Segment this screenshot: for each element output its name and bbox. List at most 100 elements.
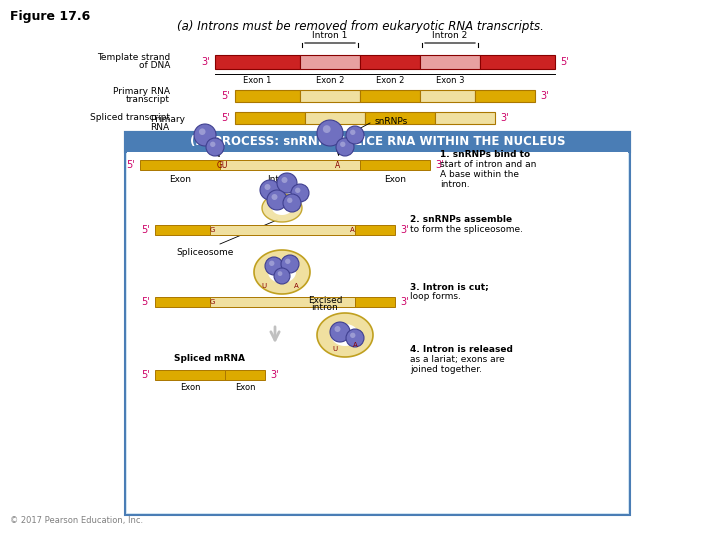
- Text: 1. snRNPs bind to: 1. snRNPs bind to: [440, 150, 530, 159]
- Text: transcript: transcript: [126, 96, 170, 105]
- Text: joined together.: joined together.: [410, 365, 482, 374]
- Text: 5': 5': [560, 57, 569, 67]
- Text: 3': 3': [202, 57, 210, 67]
- Text: A: A: [350, 227, 354, 233]
- Text: G: G: [210, 227, 215, 233]
- Circle shape: [330, 322, 350, 342]
- FancyBboxPatch shape: [235, 90, 300, 102]
- Text: as a lariat; exons are: as a lariat; exons are: [410, 355, 505, 364]
- Circle shape: [194, 124, 216, 146]
- FancyBboxPatch shape: [155, 225, 210, 235]
- FancyBboxPatch shape: [420, 55, 480, 69]
- Circle shape: [350, 333, 356, 338]
- Text: 2. snRNPs assemble: 2. snRNPs assemble: [410, 215, 512, 224]
- Text: Spliced transcript: Spliced transcript: [90, 113, 170, 123]
- Circle shape: [265, 257, 283, 275]
- Text: Exon: Exon: [169, 175, 191, 184]
- Circle shape: [278, 271, 282, 276]
- Circle shape: [267, 190, 287, 210]
- Circle shape: [295, 187, 300, 193]
- Circle shape: [346, 126, 364, 144]
- Circle shape: [274, 268, 290, 284]
- Text: to form the spliceosome.: to form the spliceosome.: [410, 225, 523, 234]
- Polygon shape: [262, 194, 302, 222]
- Text: 3': 3': [435, 160, 444, 170]
- FancyBboxPatch shape: [355, 297, 395, 307]
- Text: 5': 5': [141, 297, 150, 307]
- Text: 3': 3': [400, 225, 409, 235]
- FancyBboxPatch shape: [435, 112, 495, 124]
- Text: RNA: RNA: [150, 124, 169, 132]
- Text: 3. Intron is cut;: 3. Intron is cut;: [410, 282, 489, 291]
- Circle shape: [350, 130, 356, 135]
- Text: Intron 2: Intron 2: [433, 31, 467, 40]
- Text: 3': 3': [540, 91, 549, 101]
- Text: GU: GU: [216, 160, 228, 170]
- Circle shape: [340, 141, 346, 147]
- Polygon shape: [317, 313, 373, 357]
- Text: Primary RNA: Primary RNA: [113, 87, 170, 97]
- FancyBboxPatch shape: [155, 370, 225, 380]
- Circle shape: [210, 141, 215, 147]
- Text: Template strand: Template strand: [96, 53, 170, 63]
- FancyBboxPatch shape: [305, 112, 365, 124]
- Text: Figure 17.6: Figure 17.6: [10, 10, 90, 23]
- Circle shape: [335, 326, 341, 332]
- Text: 4. Intron is released: 4. Intron is released: [410, 345, 513, 354]
- FancyBboxPatch shape: [475, 90, 535, 102]
- Text: 5': 5': [141, 370, 150, 380]
- Text: Exon 1: Exon 1: [243, 76, 271, 85]
- Circle shape: [283, 194, 301, 212]
- Text: intron: intron: [312, 303, 338, 312]
- Text: G: G: [210, 299, 215, 305]
- Circle shape: [346, 329, 364, 347]
- Text: Intron: Intron: [266, 175, 293, 184]
- Text: U: U: [261, 283, 266, 289]
- Circle shape: [282, 177, 287, 183]
- Text: Primary: Primary: [150, 116, 185, 125]
- Circle shape: [269, 261, 274, 266]
- FancyBboxPatch shape: [300, 55, 360, 69]
- Circle shape: [336, 138, 354, 156]
- Text: A: A: [336, 160, 341, 170]
- Text: (b) PROCESS: snRNPs SPLICE RNA WITHIN THE NUCLEUS: (b) PROCESS: snRNPs SPLICE RNA WITHIN TH…: [190, 136, 565, 148]
- FancyBboxPatch shape: [420, 90, 475, 102]
- FancyBboxPatch shape: [127, 152, 628, 513]
- Circle shape: [260, 180, 280, 200]
- Text: 5': 5': [221, 113, 230, 123]
- Text: A: A: [294, 283, 298, 289]
- Circle shape: [199, 129, 205, 135]
- Text: A: A: [353, 342, 357, 348]
- FancyBboxPatch shape: [360, 160, 430, 170]
- Text: Exon: Exon: [180, 383, 200, 392]
- Text: start of intron and an: start of intron and an: [440, 160, 536, 169]
- Text: Exon 2: Exon 2: [316, 76, 344, 85]
- FancyBboxPatch shape: [360, 55, 420, 69]
- Text: 5': 5': [221, 91, 230, 101]
- FancyBboxPatch shape: [360, 90, 420, 102]
- Text: Exon: Exon: [384, 175, 406, 184]
- FancyBboxPatch shape: [220, 160, 360, 170]
- Polygon shape: [331, 324, 359, 346]
- Circle shape: [317, 120, 343, 146]
- Text: (a) Introns must be removed from eukaryotic RNA transcripts.: (a) Introns must be removed from eukaryo…: [176, 20, 544, 33]
- Text: Intron 1: Intron 1: [312, 31, 348, 40]
- Text: Exon 3: Exon 3: [436, 76, 464, 85]
- FancyBboxPatch shape: [300, 90, 360, 102]
- Circle shape: [271, 194, 277, 200]
- Text: A base within the: A base within the: [440, 170, 519, 179]
- FancyBboxPatch shape: [210, 297, 355, 307]
- Text: Exon: Exon: [235, 383, 256, 392]
- Text: 3': 3': [400, 297, 409, 307]
- Text: U: U: [333, 346, 338, 352]
- Text: 5': 5': [141, 225, 150, 235]
- FancyBboxPatch shape: [155, 297, 210, 307]
- Text: 5': 5': [126, 160, 135, 170]
- Circle shape: [206, 138, 224, 156]
- FancyBboxPatch shape: [355, 225, 395, 235]
- Text: of DNA: of DNA: [139, 62, 170, 71]
- Text: 3': 3': [270, 370, 279, 380]
- FancyBboxPatch shape: [210, 225, 355, 235]
- FancyBboxPatch shape: [215, 55, 300, 69]
- Circle shape: [285, 259, 290, 264]
